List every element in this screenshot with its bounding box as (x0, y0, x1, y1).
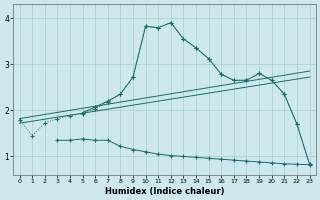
X-axis label: Humidex (Indice chaleur): Humidex (Indice chaleur) (105, 187, 224, 196)
